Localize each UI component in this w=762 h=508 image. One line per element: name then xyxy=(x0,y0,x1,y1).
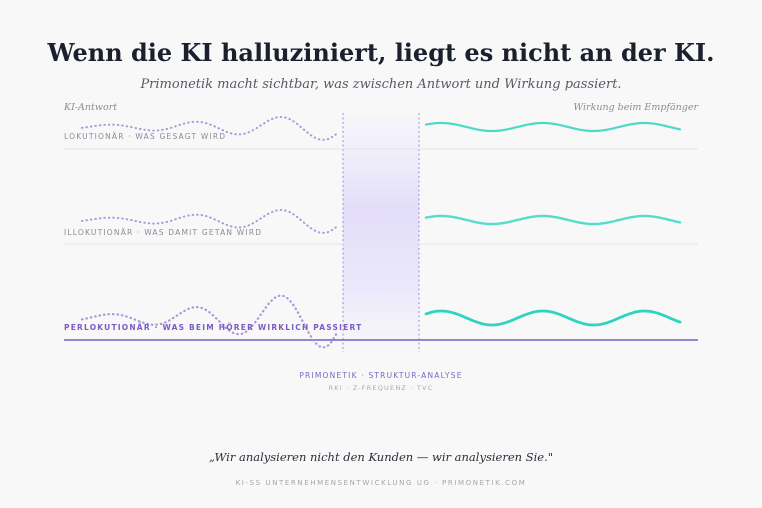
analysis-title: PRIMONETIK · STRUKTUR-ANALYSE xyxy=(299,371,463,380)
output-side-label: Wirkung beim Empfänger xyxy=(573,102,698,113)
row-label-perlokutionaer: PERLOKUTIONÄR · WAS BEIM HÖRER WIRKLICH … xyxy=(64,323,363,332)
analysis-band xyxy=(343,115,419,351)
row-label-illokutionaer: ILLOKUTIONÄR · WAS DAMIT GETAN WIRD xyxy=(64,228,263,237)
output-wave-2 xyxy=(424,214,682,226)
output-wave-1 xyxy=(424,121,682,133)
input-side-label: KI-Antwort xyxy=(64,102,118,113)
input-wave-1 xyxy=(81,116,338,141)
input-wave-2 xyxy=(81,209,338,234)
analysis-subtitle: RKI · Z-FREQUENZ · TVC xyxy=(328,384,434,392)
page-subtitle: Primonetik macht sichtbar, was zwischen … xyxy=(140,77,622,92)
page-title: Wenn die KI halluziniert, liegt es nicht… xyxy=(47,38,715,67)
row-label-lokutionaer: LOKUTIONÄR · WAS GESAGT WIRD xyxy=(64,132,227,141)
quote-text: „Wir analysieren nicht den Kunden — wir … xyxy=(208,450,554,464)
footer-text: KI-SS UNTERNEHMENSENTWICKLUNG UG · PRIMO… xyxy=(235,479,527,487)
output-wave-3 xyxy=(424,309,682,327)
input-wave-3 xyxy=(80,294,339,349)
